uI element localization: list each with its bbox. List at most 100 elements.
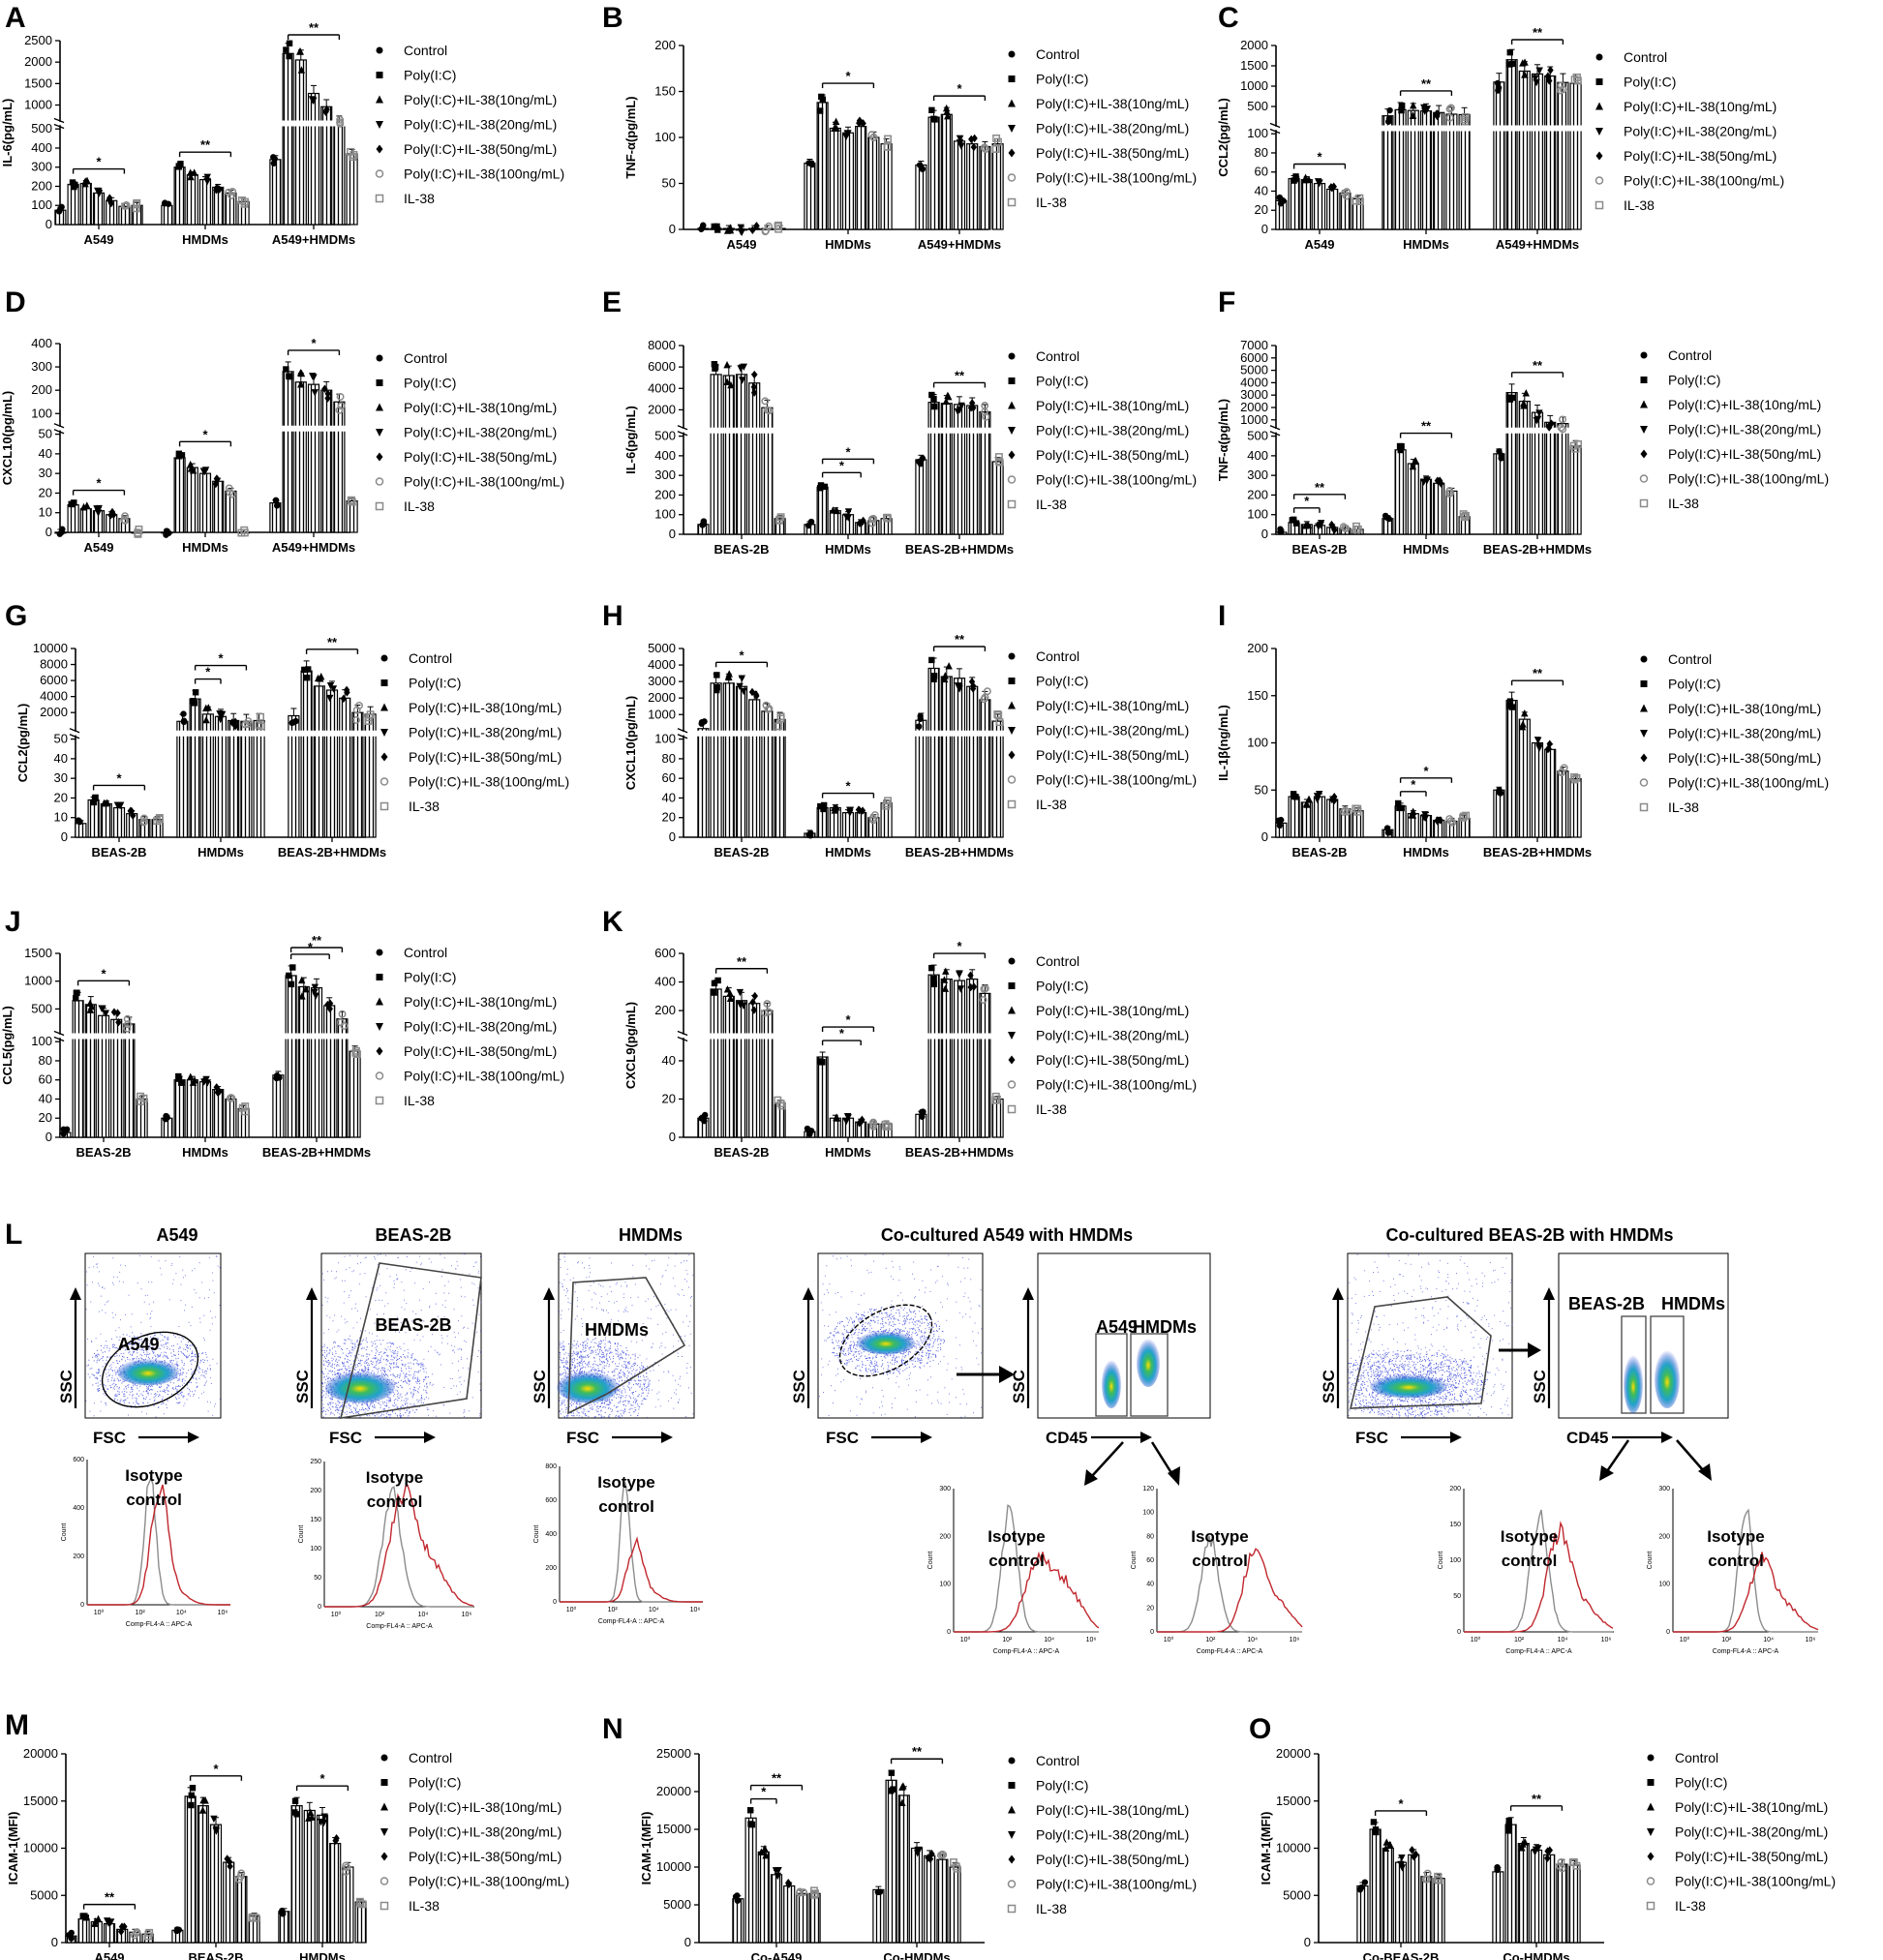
data-point <box>1546 76 1553 85</box>
data-point <box>349 150 358 159</box>
legend-label: Poly(I:C)+IL-38(100ng/mL) <box>1036 1877 1197 1892</box>
legend-marker <box>376 379 383 386</box>
apc-histogram-line <box>560 1536 703 1603</box>
bar <box>796 1892 808 1944</box>
bar <box>722 682 735 838</box>
data-point <box>73 995 79 1002</box>
legend-marker <box>380 703 388 711</box>
bar <box>1544 748 1557 838</box>
axis-break-mark <box>69 734 80 739</box>
data-point <box>818 1059 826 1066</box>
data-point <box>930 673 938 679</box>
data-point <box>957 985 965 993</box>
significance-label: * <box>845 69 851 83</box>
isotype-label: Isotype <box>1501 1527 1559 1546</box>
bar <box>770 1874 783 1944</box>
bar <box>927 667 940 838</box>
data-point <box>701 1117 708 1125</box>
y-tick-label: 50 <box>662 176 676 191</box>
data-point <box>957 142 965 150</box>
data-point <box>1460 115 1469 124</box>
legend-label: Poly(I:C)+IL-38(100ng/mL) <box>409 1874 569 1889</box>
data-point <box>969 684 977 693</box>
data-point <box>95 504 103 513</box>
histogram-x-tick: 10⁶ <box>1806 1637 1816 1643</box>
legend-marker <box>1008 50 1016 58</box>
data-point <box>1411 1852 1417 1861</box>
data-point <box>930 395 937 403</box>
data-point <box>310 374 318 381</box>
histogram-x-tick: 10⁴ <box>649 1607 659 1613</box>
legend: Control Poly(I:C) Poly(I:C)+IL-38(10ng/mL)… <box>375 350 564 514</box>
data-point <box>734 1897 742 1904</box>
bar <box>184 1795 197 1944</box>
legend-marker <box>1008 652 1016 660</box>
data-point <box>92 794 99 801</box>
legend-marker <box>376 1023 383 1031</box>
data-point <box>279 1911 287 1917</box>
axis-break-gap <box>294 425 308 432</box>
data-point <box>1398 103 1406 109</box>
data-point <box>1352 522 1360 530</box>
data-point <box>199 1796 207 1804</box>
bar <box>72 1000 84 1138</box>
legend-label: Poly(I:C)+IL-38(100ng/mL) <box>1668 775 1829 791</box>
data-point <box>774 722 783 731</box>
y-tick-label: 60 <box>1255 165 1268 179</box>
legend-label: Control <box>404 945 447 960</box>
histogram-y-tick: 0 <box>80 1602 84 1609</box>
data-point <box>137 1097 145 1105</box>
axis-break-gap <box>300 730 314 737</box>
significance-label: * <box>96 476 102 491</box>
legend-marker <box>376 46 383 54</box>
x-category-label: Co-HMDMs <box>1503 1950 1569 1960</box>
data-point <box>340 1022 349 1030</box>
data-point <box>774 1096 782 1104</box>
data-point <box>869 514 878 523</box>
axis-break-gap <box>1569 125 1583 132</box>
legend-marker <box>1594 200 1604 210</box>
legend: Control Poly(I:C) Poly(I:C)+IL-38(10ng/mL)… <box>380 1750 569 1914</box>
x-category-label: HMDMs <box>1403 542 1449 557</box>
x-category-label: BEAS-2B <box>76 1145 131 1160</box>
data-point <box>1419 478 1428 486</box>
data-point <box>818 93 825 101</box>
data-point <box>764 705 773 713</box>
legend-label: Control <box>1036 46 1079 62</box>
legend-marker <box>1008 957 1016 965</box>
y-tick-label: 1000 <box>24 98 52 112</box>
legend: Control Poly(I:C) Poly(I:C)+IL-38(10ng/mL)… <box>375 945 564 1108</box>
data-point <box>805 160 812 166</box>
bar <box>235 1876 248 1944</box>
bar <box>710 988 722 1138</box>
data-point <box>102 799 109 807</box>
legend-label: Poly(I:C)+IL-38(20ng/mL) <box>409 725 562 740</box>
data-point <box>1506 698 1514 705</box>
y-tick-label: 25000 <box>656 1746 691 1761</box>
data-point <box>928 391 935 399</box>
data-point <box>1445 113 1454 122</box>
x-category-label: BEAS-2B <box>714 542 769 557</box>
data-point <box>1408 811 1415 819</box>
axis-break-gap <box>350 730 364 737</box>
bar <box>173 166 186 226</box>
data-point <box>1383 514 1390 521</box>
histogram-x-tick: 10⁰ <box>960 1636 971 1643</box>
data-point <box>1385 115 1393 122</box>
data-point <box>228 718 236 727</box>
data-point <box>110 1008 118 1016</box>
data-point <box>1533 417 1540 425</box>
legend-marker <box>1008 427 1016 435</box>
legend-label: Poly(I:C)+IL-38(50ng/mL) <box>1036 747 1189 763</box>
data-point <box>820 801 828 809</box>
data-point <box>843 1113 852 1121</box>
bar <box>307 92 320 226</box>
data-point <box>919 166 926 172</box>
x-category-label: HMDMs <box>825 542 871 557</box>
bar <box>1530 1849 1543 1944</box>
legend-marker <box>380 1877 389 1885</box>
legend-marker <box>1594 176 1604 185</box>
flow-single-1: BEAS-2B BEAS-2B SSC FSC <box>293 1225 482 1447</box>
data-point <box>738 377 746 384</box>
